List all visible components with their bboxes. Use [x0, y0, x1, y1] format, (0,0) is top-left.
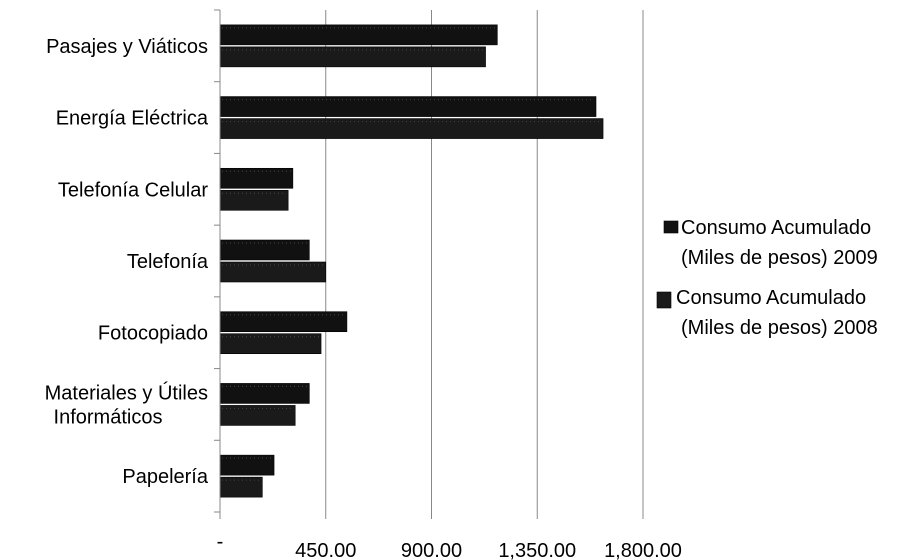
- category-label: Papelería: [122, 466, 208, 488]
- bar-series-1: [219, 96, 597, 117]
- legend-swatch: [656, 291, 672, 309]
- legend-label: Consumo Acumulado: [676, 287, 866, 309]
- x-tick-label: 450.00: [295, 540, 356, 560]
- x-tick-label: -: [217, 531, 224, 553]
- x-tick-label: 900.00: [401, 540, 462, 560]
- bar-series-2: [219, 405, 296, 426]
- category-label: Energía Eléctrica: [56, 108, 209, 130]
- x-tick-label: 1,350.00: [498, 540, 576, 560]
- category-label: Informáticos: [54, 406, 163, 428]
- tick-labels: - 450.00 900.00 1,350.00 1,800.00: [217, 531, 682, 560]
- category-label: Telefonía: [127, 251, 209, 273]
- bar-series-2: [219, 118, 604, 139]
- legend-label: Consumo Acumulado: [681, 217, 871, 239]
- bars: [219, 24, 604, 498]
- bar-series-2: [219, 46, 486, 68]
- legend-label: (Miles de pesos) 2008: [681, 317, 878, 339]
- bar-series-1: [219, 383, 310, 404]
- category-label: Telefonía Celular: [58, 179, 208, 201]
- legend: Consumo Acumulado (Miles de pesos) 2009 Co…: [656, 217, 878, 339]
- category-labels: Pasajes y Viáticos Energía Eléctrica Telef…: [45, 36, 209, 488]
- legend-label: (Miles de pesos) 2009: [681, 247, 878, 269]
- bar-series-1: [219, 239, 310, 261]
- axes: [214, 9, 644, 519]
- grid-lines: [325, 10, 644, 512]
- category-label: Materiales y Útiles: [45, 381, 208, 404]
- bar-series-1: [219, 311, 348, 333]
- bar-series-2: [219, 261, 327, 283]
- category-label: Fotocopiado: [98, 323, 208, 345]
- x-tick-label: 1,800.00: [604, 540, 682, 560]
- legend-swatch: [663, 220, 679, 234]
- bar-series-1: [219, 454, 275, 476]
- category-label: Pasajes y Viáticos: [46, 36, 208, 58]
